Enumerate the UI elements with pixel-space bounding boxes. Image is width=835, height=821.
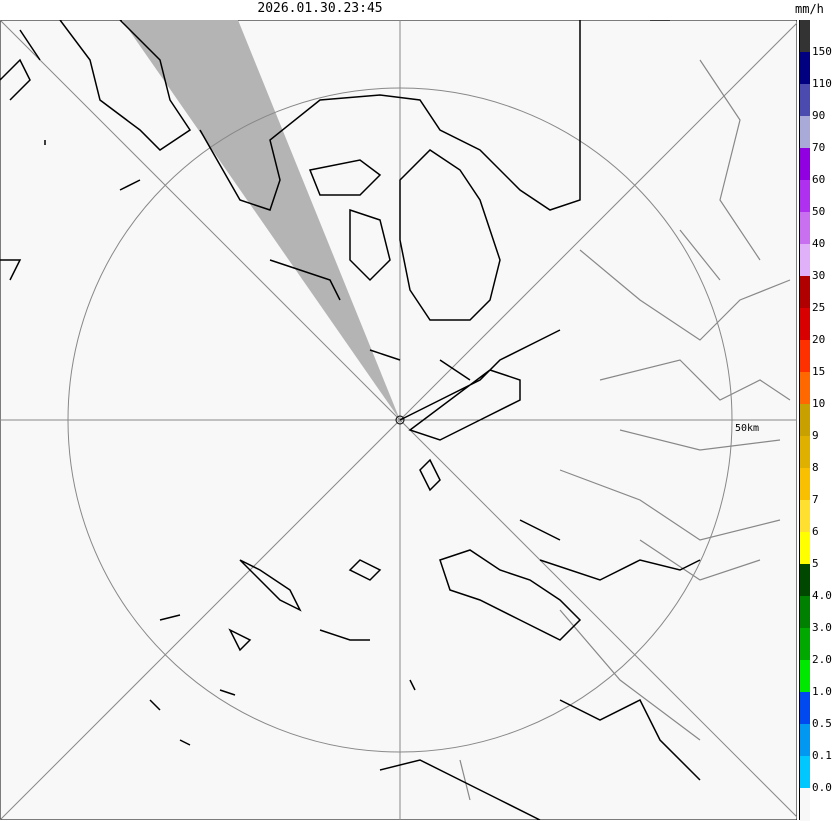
precipitation-colorbar [799,20,810,821]
colorbar-label: 25 [812,301,826,314]
timestamp: 2026.01.30.23:45 [257,1,383,16]
colorbar-label: 8 [812,461,819,474]
colorbar-segment [800,148,810,181]
radar-map[interactable]: 50km [0,20,797,820]
colorbar-label: 0.5 [812,717,832,730]
colorbar-label: 0.0 [812,781,832,794]
colorbar-segment [800,404,810,437]
colorbar-segment [800,180,810,213]
colorbar-label: 60 [812,173,826,186]
colorbar-label: 10 [812,397,826,410]
colorbar-label: 9 [812,429,819,442]
colorbar-label: 15 [812,365,826,378]
colorbar-label: 40 [812,237,826,250]
colorbar-label: 2.0 [812,653,832,666]
colorbar-segment [800,596,810,629]
coastlines [0,20,701,820]
colorbar-segment [800,724,810,757]
colorbar-label: 7 [812,493,819,506]
colorbar-label: 1.0 [812,685,832,698]
colorbar-segment [800,788,810,821]
colorbar-segment [800,660,810,693]
colorbar-label: 0.1 [812,749,832,762]
colorbar-segment [800,52,810,85]
colorbar-label: 4.0 [812,589,832,602]
colorbar-label: 3.0 [812,621,832,634]
colorbar-segment [800,628,810,661]
colorbar-segment [800,276,810,309]
colorbar-label: 70 [812,141,826,154]
colorbar-label: 50 [812,205,826,218]
colorbar-segment [800,532,810,565]
colorbar-segment [800,692,810,725]
legend-unit: mm/h [795,2,824,16]
colorbar-segment [800,756,810,789]
colorbar-segment [800,308,810,341]
colorbar-segment [800,564,810,597]
colorbar-label: 150 [812,45,832,58]
colorbar-segment [800,372,810,405]
colorbar-segment [800,340,810,373]
colorbar-segment [800,116,810,149]
colorbar-segment [800,84,810,117]
colorbar-segment [800,20,810,53]
radar-site-icon [395,415,405,425]
colorbar-label: 30 [812,269,826,282]
colorbar-label: 20 [812,333,826,346]
range-ring-label: 50km [735,423,759,434]
colorbar-segment [800,468,810,501]
admin-boundaries [459,59,791,801]
colorbar-segment [800,244,810,277]
colorbar-label: 110 [812,77,832,90]
colorbar-segment [800,500,810,533]
colorbar-label: 90 [812,109,826,122]
colorbar-label: 6 [812,525,819,538]
range-ring-50km [67,87,733,753]
colorbar-segment [800,212,810,245]
colorbar-label: 5 [812,557,819,570]
no-data-wedge [122,20,400,420]
colorbar-segment [800,436,810,469]
